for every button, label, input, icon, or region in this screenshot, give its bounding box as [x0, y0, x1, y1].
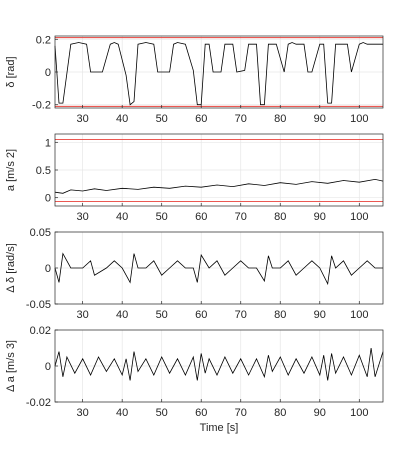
- x-tick-label: 70: [235, 309, 247, 321]
- subplot-4: -0.02 0 0.02 30 40 50 60 70 80 90 100 Δ a [m/s 3]: [5, 325, 384, 419]
- x-tick-label: 40: [116, 309, 128, 321]
- y-tick-label: 0.02: [30, 325, 51, 337]
- x-tick-label: 80: [274, 407, 286, 419]
- y-tick-label: 0.2: [36, 34, 51, 46]
- x-tick-label: 100: [350, 113, 368, 125]
- x-tick-label: 40: [116, 113, 128, 125]
- x-tick-label: 100: [350, 211, 368, 223]
- x-tick-label: 100: [350, 407, 368, 419]
- x-tick-label: 90: [314, 407, 326, 419]
- y-tick-label: 0: [45, 193, 51, 205]
- x-tick-label: 30: [77, 211, 89, 223]
- x-tick-label: 70: [235, 407, 247, 419]
- series-line: [54, 178, 384, 194]
- x-tick-label: 50: [156, 113, 168, 125]
- series-line: [54, 347, 384, 381]
- x-tick-label: 60: [195, 211, 207, 223]
- y-tick-label: 0.5: [36, 165, 51, 177]
- subplot-2: 0 0.5 1 30 40 50 60 70 80 90 100 a [m/s 2]: [5, 133, 384, 223]
- x-tick-label: 100: [350, 309, 368, 321]
- x-tick-label: 70: [235, 113, 247, 125]
- x-tick-label: 50: [156, 407, 168, 419]
- y-axis-label: δ [rad]: [5, 56, 17, 87]
- x-tick-label: 80: [274, 113, 286, 125]
- y-axis-label: a [m/s 2]: [5, 149, 17, 191]
- y-axis-label: Δ a [m/s 3]: [5, 340, 17, 392]
- x-tick-label: 60: [195, 407, 207, 419]
- x-tick-label: 90: [314, 309, 326, 321]
- x-tick-label: 40: [116, 211, 128, 223]
- x-tick-label: 60: [195, 309, 207, 321]
- y-tick-label: 1: [45, 137, 51, 149]
- x-tick-label: 90: [314, 211, 326, 223]
- subplot-3: -0.05 0 0.05 30 40 50 60 70 80 90 100 Δ δ [rad/s]: [5, 227, 384, 321]
- y-tick-label: 0.05: [30, 227, 51, 239]
- x-tick-label: 30: [77, 407, 89, 419]
- x-tick-label: 90: [314, 113, 326, 125]
- y-tick-label: -0.05: [26, 299, 51, 311]
- series-line: [54, 42, 383, 106]
- x-tick-label: 30: [77, 113, 89, 125]
- x-tick-label: 30: [77, 309, 89, 321]
- x-tick-label: 50: [156, 309, 168, 321]
- x-tick-label: 70: [235, 211, 247, 223]
- series-line: [54, 252, 383, 286]
- subplot-1: -0.2 0 0.2 30 40 50 60 70 80 90 100 δ [rad]: [5, 34, 384, 125]
- x-tick-label: 50: [156, 211, 168, 223]
- x-axis-label: Time [s]: [200, 422, 239, 434]
- y-tick-label: 0: [45, 361, 51, 373]
- x-tick-label: 80: [274, 309, 286, 321]
- x-tick-label: 80: [274, 211, 286, 223]
- y-tick-label: -0.2: [32, 100, 51, 112]
- y-tick-label: -0.02: [26, 397, 51, 409]
- y-axis-label: Δ δ [rad/s]: [5, 243, 17, 293]
- y-tick-label: 0: [45, 263, 51, 275]
- y-tick-label: 0: [45, 67, 51, 79]
- x-tick-label: 60: [195, 113, 207, 125]
- x-tick-label: 40: [116, 407, 128, 419]
